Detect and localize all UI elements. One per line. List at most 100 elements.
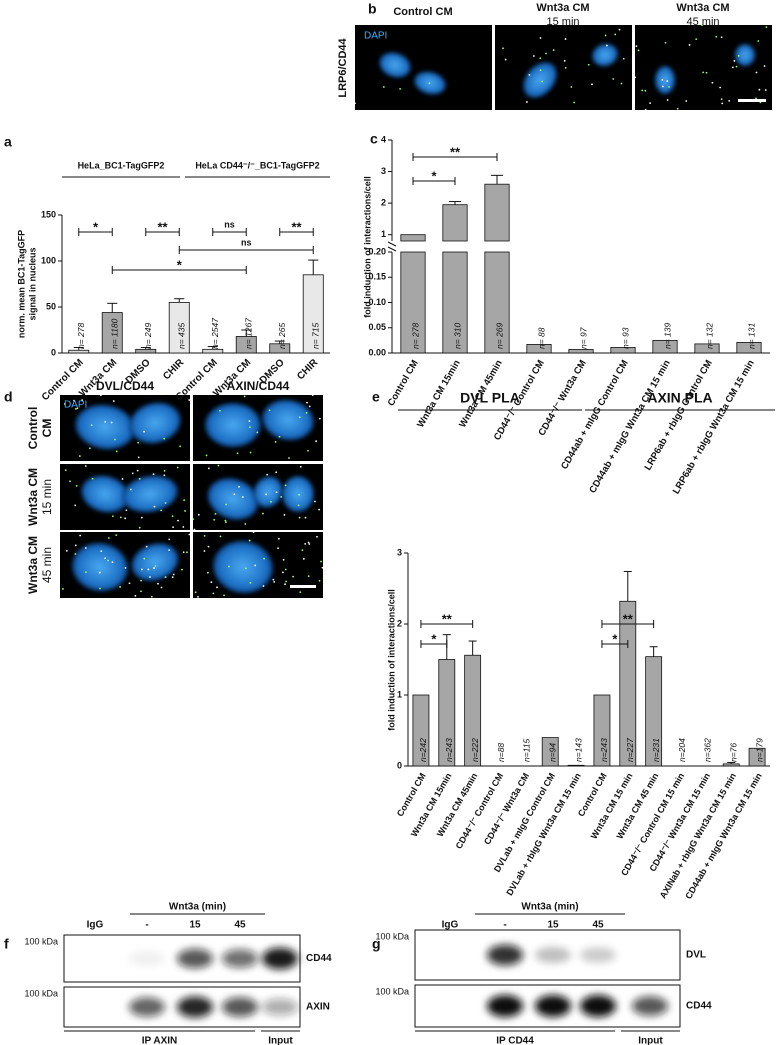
pla-dot	[65, 550, 68, 552]
pla-dot	[141, 568, 143, 571]
n-label: n= 1180	[110, 318, 120, 349]
y-tick-label: 2	[397, 618, 402, 628]
pla-dot	[149, 576, 151, 578]
band	[580, 947, 616, 963]
pla-dot	[154, 565, 157, 567]
pla-dot	[172, 526, 174, 529]
x-tick-label: CD44⁻/⁻ Wnt3a CM	[536, 358, 588, 438]
pla-dot	[612, 78, 615, 80]
pla-dot	[649, 102, 652, 105]
pla-dot	[74, 407, 77, 410]
pla-dot	[278, 537, 280, 540]
pla-dot	[206, 571, 209, 574]
pla-dot	[731, 66, 734, 69]
pla-dot	[100, 550, 103, 553]
pla-dot	[635, 45, 638, 48]
band	[632, 996, 668, 1016]
significance-label: *	[612, 631, 618, 646]
pla-dot	[205, 454, 208, 457]
band	[129, 951, 165, 966]
pla-dot	[702, 71, 705, 74]
bar	[568, 349, 594, 354]
pla-dot	[320, 560, 322, 563]
pla-dot	[64, 469, 67, 472]
band	[222, 949, 258, 968]
row-label: Control	[26, 407, 40, 450]
nucleus	[523, 62, 557, 98]
pla-dot	[382, 86, 385, 88]
pla-dot	[755, 71, 758, 74]
pla-dot	[307, 449, 309, 452]
pla-dot	[563, 59, 566, 62]
pla-dot	[219, 535, 222, 538]
pla-dot	[236, 452, 239, 455]
significance-label: **	[157, 219, 168, 234]
column-title: AXIN/CD44	[227, 379, 290, 393]
pla-dot	[284, 484, 287, 487]
pla-dot	[504, 58, 507, 61]
pla-dot	[219, 409, 221, 412]
pla-dot	[81, 399, 84, 402]
y-tick-label: 2	[381, 198, 386, 208]
pla-dot	[110, 421, 113, 424]
nucleus	[253, 476, 283, 508]
pla-dot	[634, 76, 637, 79]
pla-dot	[99, 587, 101, 590]
n-label: n=231	[651, 738, 661, 762]
column-title: Wnt3a CM	[536, 2, 589, 14]
pla-dot	[171, 576, 174, 579]
pla-dot	[194, 591, 197, 594]
pla-dot	[163, 470, 166, 472]
pla-dot	[270, 500, 272, 503]
pla-dot	[764, 89, 767, 91]
significance-label: ns	[224, 219, 235, 229]
pla-dot	[644, 89, 647, 92]
pla-dot	[262, 585, 265, 587]
nucleus	[282, 476, 314, 512]
pla-dot	[89, 447, 91, 450]
significance-label: **	[291, 219, 302, 234]
marker-label: 100 kDa	[375, 986, 409, 996]
scale-bar	[738, 99, 766, 102]
nucleus	[129, 402, 181, 444]
bar	[526, 344, 552, 354]
nucleus	[379, 52, 411, 78]
y-axis-label: signal in nucleus	[27, 247, 37, 320]
n-label: n=227	[625, 738, 635, 762]
pla-dot	[737, 54, 740, 57]
pla-dot	[304, 516, 307, 519]
pla-dot	[539, 37, 542, 39]
bar	[736, 341, 762, 354]
group-label: HeLa_BC1-TagGFP2	[78, 160, 165, 170]
pla-dot	[160, 509, 162, 512]
pla-dot	[292, 575, 295, 578]
y-tick-label: 3	[397, 547, 402, 557]
pla-dot	[304, 542, 307, 545]
y-tick-label: 1	[381, 229, 386, 239]
footer-label: Input	[268, 1036, 293, 1045]
pla-dot	[637, 49, 640, 52]
bar-upper-part	[400, 234, 426, 242]
pla-dot	[306, 401, 308, 404]
nucleus	[655, 66, 675, 94]
pla-dot	[104, 557, 107, 560]
y-tick-label: 3	[381, 166, 386, 176]
pla-dot	[280, 495, 283, 498]
pla-dot	[131, 472, 134, 475]
panel-label: b	[368, 1, 377, 17]
pla-dot	[570, 86, 573, 88]
pla-dot	[84, 465, 87, 467]
pla-dot	[275, 471, 278, 474]
bar	[652, 339, 678, 354]
pla-dot	[172, 573, 175, 576]
pla-dot	[285, 580, 287, 583]
bar	[68, 349, 90, 354]
pla-dot	[74, 553, 77, 555]
pla-dot	[188, 399, 191, 401]
pla-dot	[84, 547, 87, 549]
pla-dot	[207, 467, 210, 470]
pla-dot	[114, 438, 116, 441]
bar	[748, 747, 766, 767]
y-tick-label: 100	[41, 255, 56, 265]
